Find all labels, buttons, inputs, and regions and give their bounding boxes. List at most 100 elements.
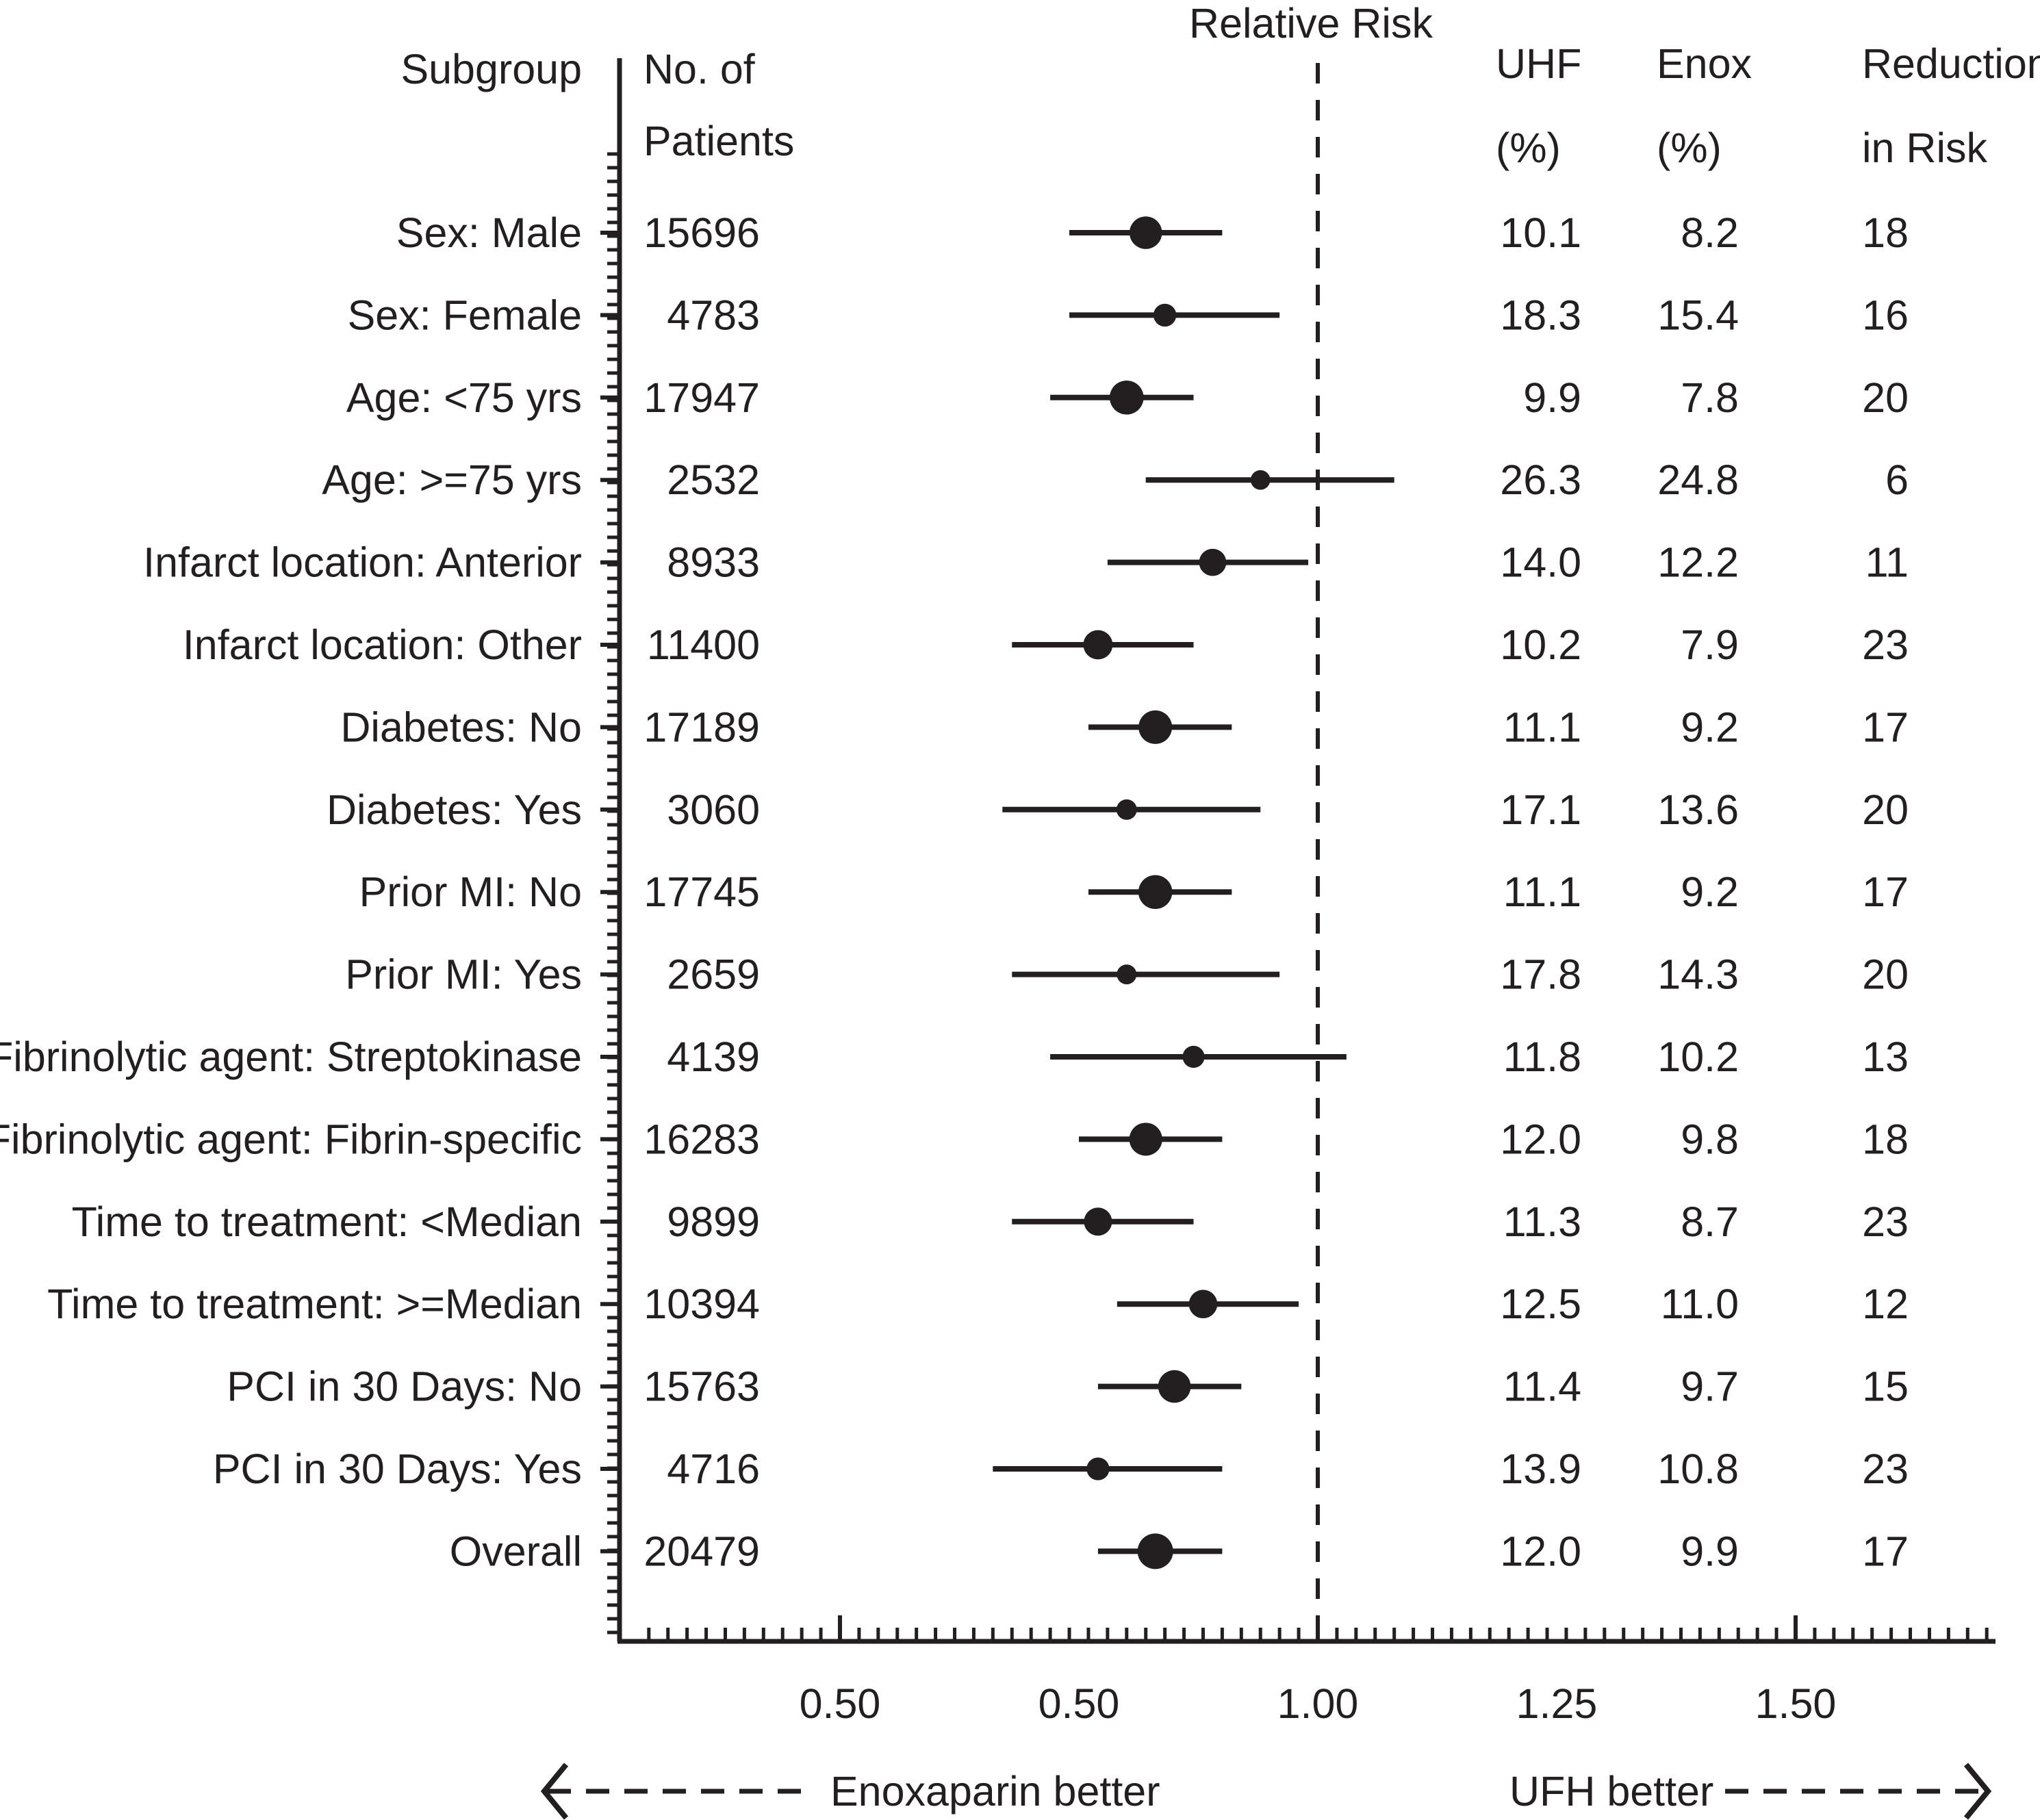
row-risk-reduction: 15: [1862, 1363, 1909, 1410]
row-ufh-rate: 17.8: [1500, 951, 1581, 998]
point-estimate: [1158, 1370, 1191, 1403]
row-ufh-rate: 11.1: [1503, 704, 1581, 750]
row-patient-count: 10394: [643, 1281, 760, 1327]
point-estimate: [1086, 1457, 1110, 1481]
row-patient-count: 17745: [643, 869, 760, 915]
x-tick-label: 0.50: [800, 1680, 881, 1727]
point-estimate: [1250, 470, 1271, 490]
row-enox-rate: 8.7: [1681, 1199, 1739, 1245]
row-patient-count: 15696: [643, 209, 760, 256]
point-estimate: [1117, 964, 1137, 985]
row-subgroup-label: Time to treatment: >=Median: [47, 1281, 582, 1327]
row-risk-reduction: 17: [1862, 869, 1909, 915]
header-patients-line2: Patients: [643, 118, 794, 164]
row-risk-reduction: 13: [1862, 1034, 1909, 1080]
forest-row: PCI in 30 Days: No 15763 11.4 9.7 15: [227, 1363, 1909, 1410]
direction-legend: Enoxaparin better UFH better: [540, 1763, 1992, 1820]
row-ufh-rate: 12.5: [1500, 1281, 1581, 1327]
point-estimate: [1116, 799, 1137, 820]
row-risk-reduction: 20: [1862, 786, 1909, 833]
row-risk-reduction: 12: [1862, 1281, 1909, 1327]
row-enox-rate: 13.6: [1657, 786, 1739, 833]
point-estimate: [1182, 1045, 1205, 1068]
row-patient-count: 4716: [667, 1446, 760, 1492]
row-enox-rate: 9.2: [1681, 704, 1739, 750]
forest-row: Sex: Male 15696 10.1 8.2 18: [396, 209, 1909, 256]
header-patients-line1: No. of: [643, 46, 756, 92]
row-enox-rate: 24.8: [1657, 457, 1739, 503]
header-enox-line1: Enox: [1657, 40, 1752, 87]
row-enox-rate: 7.9: [1681, 621, 1739, 668]
forest-row: Infarct location: Other 11400 10.2 7.9 23: [183, 621, 1909, 668]
row-ufh-rate: 9.9: [1523, 374, 1581, 421]
point-estimate: [1153, 303, 1177, 327]
forest-row: Diabetes: Yes 3060 17.1 13.6 20: [327, 786, 1909, 833]
point-estimate: [1129, 216, 1162, 249]
row-patient-count: 2532: [667, 457, 760, 503]
row-subgroup-label: Fibrinolytic agent: Streptokinase: [0, 1034, 582, 1080]
row-enox-rate: 15.4: [1657, 292, 1739, 338]
left-arrow-head: [540, 1763, 569, 1820]
forest-row: Time to treatment: >=Median 10394 12.5 11.0…: [47, 1281, 1909, 1327]
row-risk-reduction: 6: [1885, 457, 1909, 503]
forest-row: PCI in 30 Days: Yes 4716 13.9 10.8 23: [213, 1446, 1909, 1492]
forest-row: Infarct location: Anterior 8933 14.0 12.2 11: [143, 539, 1909, 586]
row-enox-rate: 9.7: [1681, 1363, 1739, 1410]
row-risk-reduction: 23: [1862, 1446, 1909, 1492]
forest-row: Prior MI: Yes 2659 17.8 14.3 20: [345, 951, 1909, 998]
row-patient-count: 11400: [647, 621, 760, 668]
x-tick-label: 1.25: [1516, 1680, 1598, 1727]
row-patient-count: 17189: [643, 704, 760, 750]
row-patient-count: 4783: [667, 292, 760, 338]
row-ufh-rate: 11.4: [1503, 1363, 1581, 1410]
row-subgroup-label: Time to treatment: <Median: [72, 1199, 582, 1245]
ufh-better-label: UFH better: [1509, 1768, 1713, 1815]
row-subgroup-label: Prior MI: No: [359, 869, 582, 915]
row-risk-reduction: 23: [1862, 1199, 1909, 1245]
row-ufh-rate: 11.3: [1503, 1199, 1581, 1245]
forest-rows: Sex: Male 15696 10.1 8.2 18 Sex: Female 4783 18…: [0, 209, 1909, 1574]
enoxaparin-better-label: Enoxaparin better: [830, 1768, 1160, 1815]
row-enox-rate: 12.2: [1657, 539, 1739, 586]
row-risk-reduction: 18: [1862, 1116, 1909, 1162]
row-subgroup-label: Overall: [450, 1528, 582, 1574]
header-subgroup: Subgroup: [400, 46, 582, 92]
point-estimate: [1199, 548, 1227, 576]
row-risk-reduction: 17: [1862, 704, 1909, 750]
row-patient-count: 2659: [667, 951, 760, 998]
row-risk-reduction: 20: [1862, 374, 1909, 421]
forest-row: Sex: Female 4783 18.3 15.4 16: [348, 292, 1909, 338]
row-risk-reduction: 11: [1865, 539, 1909, 586]
row-subgroup-label: Infarct location: Anterior: [143, 539, 582, 586]
row-subgroup-label: Age: >=75 yrs: [322, 457, 582, 503]
row-enox-rate: 9.8: [1681, 1116, 1739, 1162]
row-patient-count: 20479: [643, 1528, 760, 1574]
row-enox-rate: 9.2: [1681, 869, 1739, 915]
forest-row: Age: <75 yrs 17947 9.9 7.8 20: [346, 374, 1909, 421]
row-risk-reduction: 17: [1862, 1528, 1909, 1574]
row-ufh-rate: 11.8: [1503, 1034, 1581, 1080]
row-subgroup-label: Prior MI: Yes: [345, 951, 582, 998]
row-ufh-rate: 12.0: [1500, 1116, 1581, 1162]
row-patient-count: 3060: [667, 786, 760, 833]
forest-row: Age: >=75 yrs 2532 26.3 24.8 6: [322, 457, 1909, 503]
point-estimate: [1138, 875, 1173, 909]
row-ufh-rate: 17.1: [1500, 786, 1581, 833]
row-patient-count: 4139: [667, 1034, 760, 1080]
row-enox-rate: 10.8: [1657, 1446, 1739, 1492]
row-patient-count: 15763: [643, 1363, 760, 1410]
forest-row: Time to treatment: <Median 9899 11.3 8.7 23: [72, 1199, 1909, 1245]
point-estimate: [1188, 1290, 1218, 1319]
x-tick-label: 0.50: [1038, 1680, 1120, 1727]
point-estimate: [1138, 710, 1173, 744]
row-ufh-rate: 18.3: [1500, 292, 1581, 338]
row-ufh-rate: 26.3: [1500, 457, 1581, 503]
header-ufh-line1: UHF: [1496, 40, 1581, 87]
row-patient-count: 17947: [643, 374, 760, 421]
x-tick-label: 1.00: [1277, 1680, 1359, 1727]
row-risk-reduction: 23: [1862, 621, 1909, 668]
x-tick-labels: 0.50 0.50 1.00 1.25 1.50: [800, 1680, 1837, 1727]
forest-row: Diabetes: No 17189 11.1 9.2 17: [340, 704, 1909, 750]
point-estimate: [1109, 380, 1144, 415]
row-enox-rate: 8.2: [1681, 209, 1739, 256]
